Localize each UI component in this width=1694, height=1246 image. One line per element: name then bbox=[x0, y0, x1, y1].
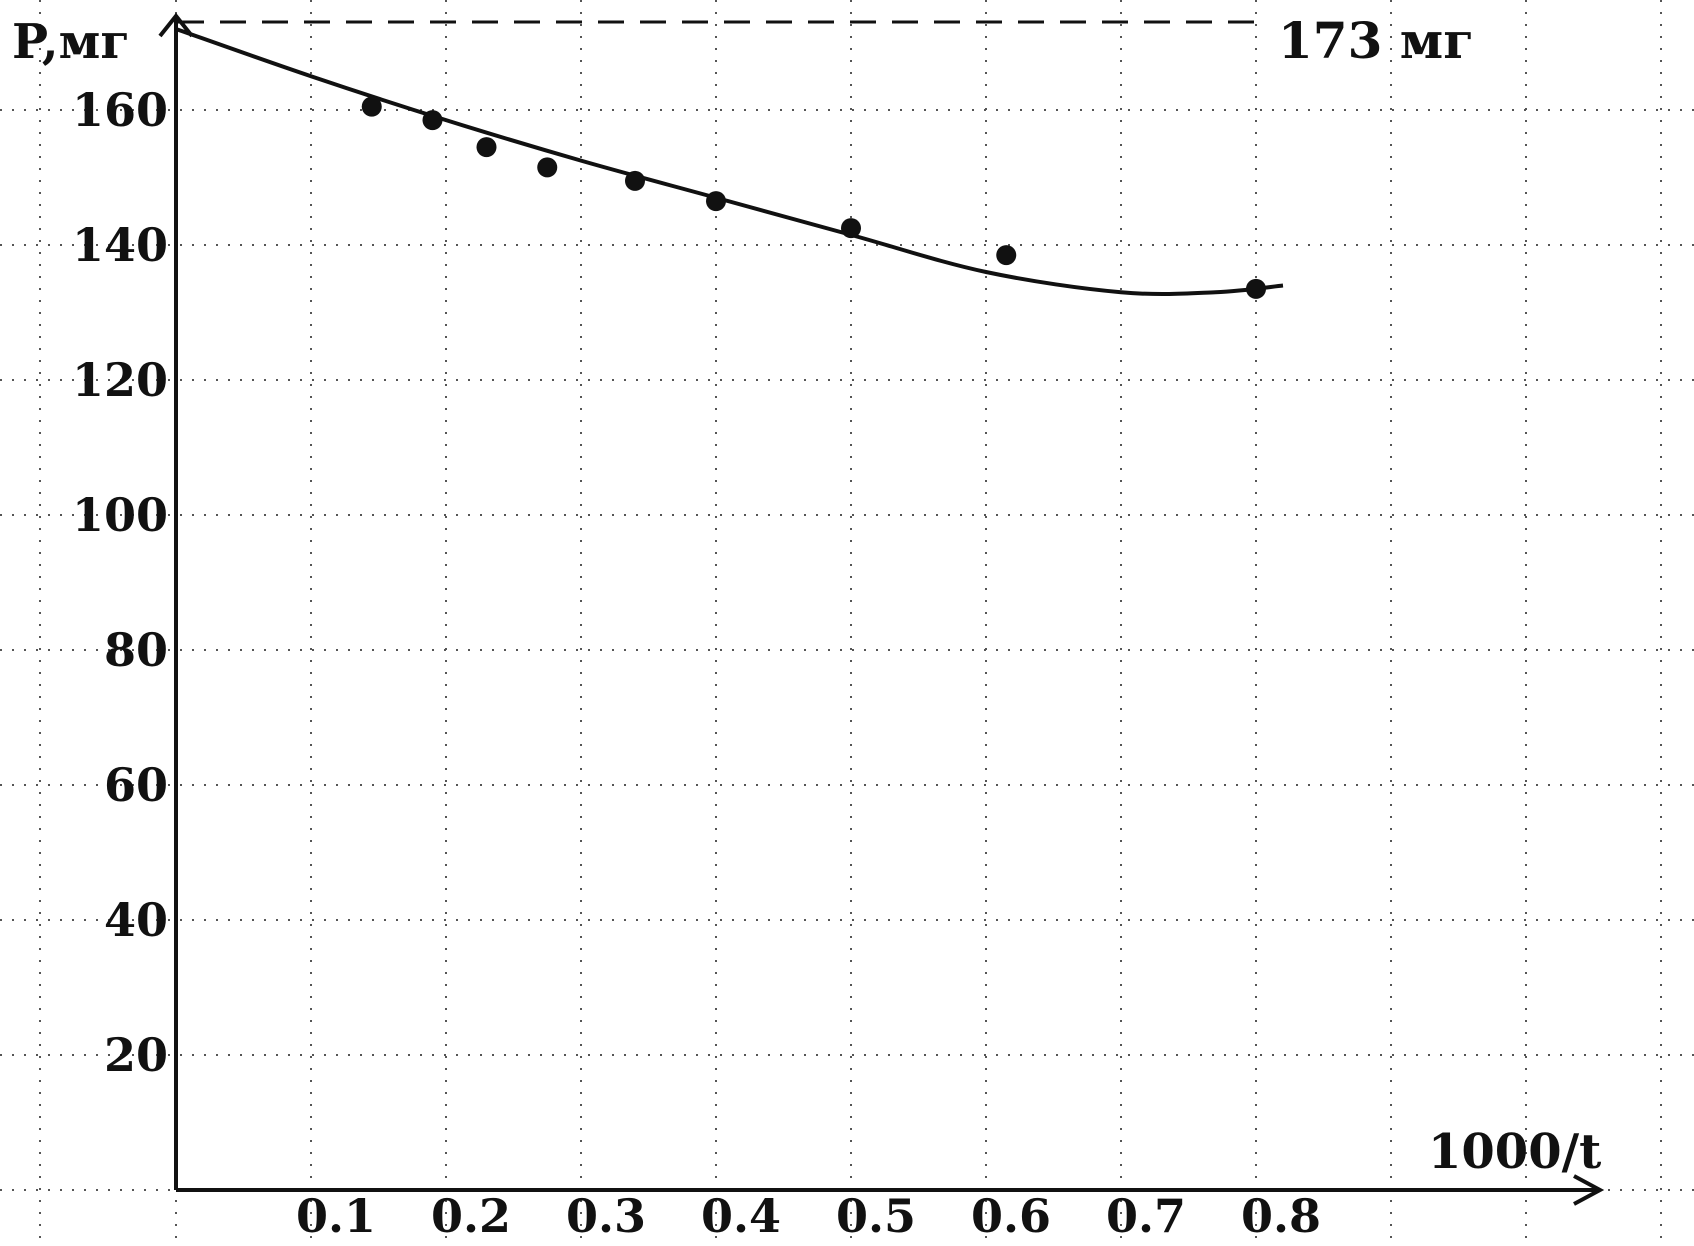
data-point bbox=[996, 245, 1017, 266]
y-axis-arrow bbox=[158, 12, 194, 38]
y-tick-label: 100 bbox=[72, 488, 168, 542]
data-point bbox=[841, 218, 861, 239]
data-point bbox=[706, 191, 726, 212]
data-point bbox=[422, 110, 443, 131]
y-tick-label: 160 bbox=[72, 83, 168, 137]
x-tick-label: 0.6 bbox=[971, 1189, 1051, 1243]
y-tick-label: 120 bbox=[72, 353, 168, 407]
x-axis-arrow bbox=[1573, 1174, 1605, 1206]
reference-label: 173 мг bbox=[1278, 11, 1474, 70]
y-tick-label: 40 bbox=[104, 893, 168, 947]
fit-curve bbox=[175, 27, 1284, 297]
y-tick-label: 60 bbox=[104, 758, 168, 812]
data-points bbox=[361, 96, 1266, 299]
data-point bbox=[537, 157, 558, 178]
x-tick-label: 0.1 bbox=[296, 1189, 376, 1243]
data-point bbox=[361, 96, 382, 117]
y-tick-label: 140 bbox=[72, 218, 168, 272]
data-point bbox=[476, 137, 497, 158]
x-axis-title: 1000/t bbox=[1428, 1124, 1601, 1180]
x-tick-label: 0.8 bbox=[1241, 1189, 1321, 1243]
y-tick-label: 80 bbox=[104, 623, 168, 677]
data-point bbox=[1246, 278, 1266, 299]
y-tick-labels: 20 40 60 80 100 120 140 160 bbox=[72, 83, 168, 1082]
y-tick-label: 20 bbox=[104, 1028, 168, 1082]
x-tick-label: 0.2 bbox=[431, 1189, 511, 1243]
data-point bbox=[625, 170, 645, 191]
x-tick-label: 0.3 bbox=[566, 1189, 646, 1243]
x-tick-labels: 0.1 0.2 0.3 0.4 0.5 0.6 0.7 0.8 bbox=[296, 1189, 1321, 1243]
x-tick-label: 0.4 bbox=[701, 1189, 781, 1243]
x-tick-label: 0.5 bbox=[836, 1189, 916, 1243]
y-axis-title: P,мг bbox=[12, 14, 130, 70]
x-tick-label: 0.7 bbox=[1106, 1189, 1186, 1243]
